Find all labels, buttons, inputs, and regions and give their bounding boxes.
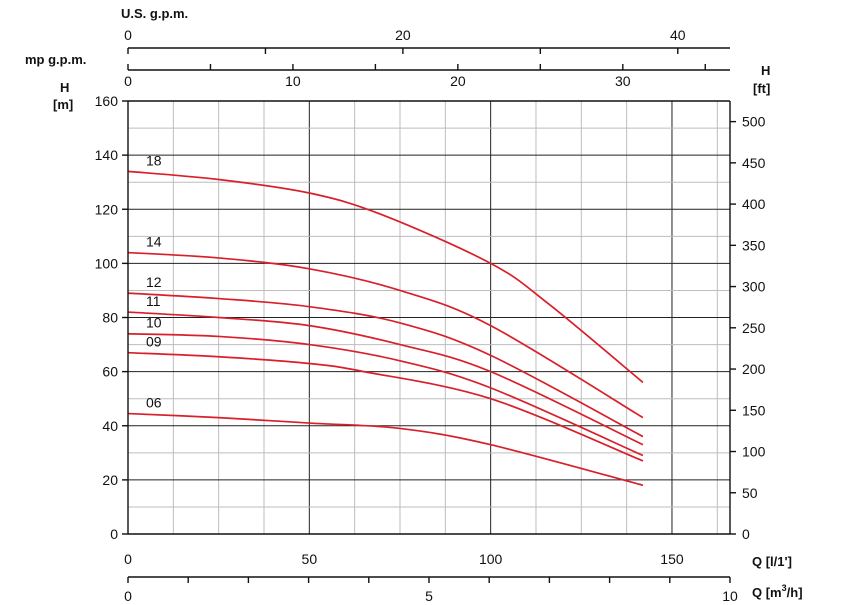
pump-curve-14 bbox=[127, 251, 644, 419]
pump-curve-label: 06 bbox=[146, 395, 162, 411]
h-m-tick-label: 20 bbox=[102, 472, 118, 488]
us-gpm-tick-label: 20 bbox=[395, 27, 411, 43]
h-m-tick-label: 60 bbox=[102, 364, 118, 380]
pump-curve-label: 09 bbox=[146, 334, 162, 350]
us-gpm-tick-label: 0 bbox=[124, 27, 132, 43]
series-curves: 18 14 12 11 10 09 06 bbox=[127, 152, 644, 487]
h-ft-tick-label: 0 bbox=[742, 526, 750, 542]
h-ft-tick-label: 250 bbox=[742, 320, 766, 336]
axis-labels: U.S. g.p.m. mp g.p.m. H [m] H [ft] Q [l/… bbox=[25, 6, 803, 600]
imp-gpm-tick-label: 0 bbox=[124, 73, 132, 89]
h-ft-tick-label: 150 bbox=[742, 402, 766, 418]
us-gpm-axis-label: U.S. g.p.m. bbox=[121, 6, 188, 21]
axes: 0204060801001201401600501001502002503003… bbox=[95, 27, 766, 604]
q-lmin-tick-label: 50 bbox=[302, 551, 318, 567]
h-ft-axis-label-line2: [ft] bbox=[753, 81, 770, 96]
pump-curve-06 bbox=[127, 412, 644, 487]
h-ft-tick-label: 100 bbox=[742, 444, 766, 460]
imp-gpm-tick-label: 10 bbox=[285, 73, 301, 89]
h-ft-tick-label: 400 bbox=[742, 196, 766, 212]
pump-curve-label: 10 bbox=[146, 315, 162, 331]
pump-curve-11 bbox=[127, 311, 644, 446]
h-ft-tick-label: 350 bbox=[742, 237, 766, 253]
h-m-tick-label: 40 bbox=[102, 418, 118, 434]
h-m-axis-label-line1: H bbox=[60, 80, 69, 95]
h-ft-axis-label-line1: H bbox=[761, 63, 770, 78]
q-m3h-axis-label: Q [m3/h] bbox=[752, 583, 803, 600]
grid bbox=[128, 101, 730, 534]
q-m3h-tick-label: 0 bbox=[124, 588, 132, 604]
h-m-tick-label: 100 bbox=[95, 255, 119, 271]
q-lmin-tick-label: 150 bbox=[660, 551, 684, 567]
h-m-tick-label: 120 bbox=[95, 201, 119, 217]
h-ft-tick-label: 50 bbox=[742, 485, 758, 501]
q-m3h-tick-label: 5 bbox=[425, 588, 433, 604]
imp-gpm-tick-label: 20 bbox=[450, 73, 466, 89]
h-m-tick-label: 80 bbox=[102, 310, 118, 326]
pump-curve-09 bbox=[127, 351, 644, 462]
pump-curve-label: 12 bbox=[146, 274, 162, 290]
imp-gpm-axis-label: mp g.p.m. bbox=[25, 52, 86, 67]
pump-curve-12 bbox=[127, 292, 644, 438]
pump-curve-label: 18 bbox=[146, 152, 162, 168]
q-m3h-tick-label: 10 bbox=[722, 588, 738, 604]
h-ft-tick-label: 500 bbox=[742, 114, 766, 130]
h-m-tick-label: 140 bbox=[95, 147, 119, 163]
us-gpm-tick-label: 40 bbox=[670, 27, 686, 43]
q-lmin-axis-label: Q [l/1'] bbox=[752, 554, 792, 569]
pump-curve-label: 11 bbox=[146, 293, 161, 309]
pump-curve-10 bbox=[127, 332, 644, 457]
h-m-tick-label: 160 bbox=[95, 93, 119, 109]
h-ft-tick-label: 300 bbox=[742, 279, 766, 295]
imp-gpm-tick-label: 30 bbox=[615, 73, 631, 89]
q-lmin-tick-label: 0 bbox=[124, 551, 132, 567]
q-lmin-tick-label: 100 bbox=[479, 551, 503, 567]
h-ft-tick-label: 450 bbox=[742, 155, 766, 171]
h-m-axis-label-line2: [m] bbox=[53, 97, 73, 112]
pump-curve-18 bbox=[127, 170, 644, 384]
h-ft-tick-label: 200 bbox=[742, 361, 766, 377]
pump-curve-label: 14 bbox=[146, 234, 162, 250]
h-m-tick-label: 0 bbox=[110, 526, 118, 542]
